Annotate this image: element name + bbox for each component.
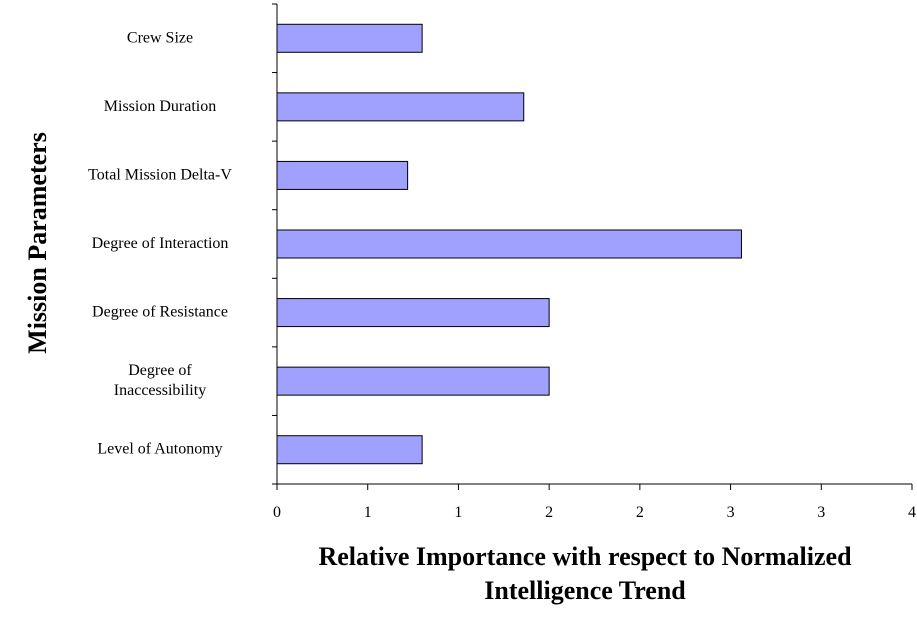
- x-tick-label: 1: [454, 504, 462, 521]
- x-tick-label: 0: [273, 504, 281, 521]
- bar-degree-of-resistance: [276, 298, 550, 328]
- x-ticks: 0 1 1 2 2 3 3 4: [273, 484, 916, 521]
- bar-level-of-autonomy: [276, 435, 423, 465]
- bar-total-mission-delta-v: [276, 160, 409, 190]
- x-tick-label: 1: [364, 504, 372, 521]
- category-label-degree-of-interaction: Degree of Interaction: [92, 235, 229, 252]
- category-label-degree-of-inaccessibility: Degree of Inaccessibility: [114, 362, 206, 399]
- bar-crew-size: [276, 23, 423, 53]
- bar-degree-of-inaccessibility: [276, 366, 550, 396]
- category-label-degree-of-resistance: Degree of Resistance: [92, 303, 228, 320]
- bar-mission-duration: [276, 92, 525, 122]
- x-tick-label: 2: [545, 504, 553, 521]
- category-label-crew-size: Crew Size: [127, 29, 193, 46]
- category-label-mission-duration: Mission Duration: [104, 98, 216, 115]
- x-tick-label: 3: [727, 504, 735, 521]
- axes: [272, 3, 912, 485]
- bar-degree-of-interaction: [276, 229, 742, 259]
- x-tick-label: 3: [817, 504, 825, 521]
- category-labels: Crew Size Mission Duration Total Mission D…: [88, 29, 232, 457]
- x-axis-title-line-1: Intelligence Trend: [484, 576, 686, 605]
- x-tick-label: 2: [636, 504, 644, 521]
- category-label-total-mission-delta-v: Total Mission Delta-V: [88, 166, 232, 183]
- bars-group: [276, 23, 742, 465]
- y-axis-title: Mission Parameters: [23, 132, 52, 354]
- category-label-level-of-autonomy: Level of Autonomy: [97, 440, 222, 457]
- x-axis-title-line-0: Relative Importance with respect to Norm…: [318, 542, 852, 571]
- x-tick-label: 4: [908, 504, 916, 521]
